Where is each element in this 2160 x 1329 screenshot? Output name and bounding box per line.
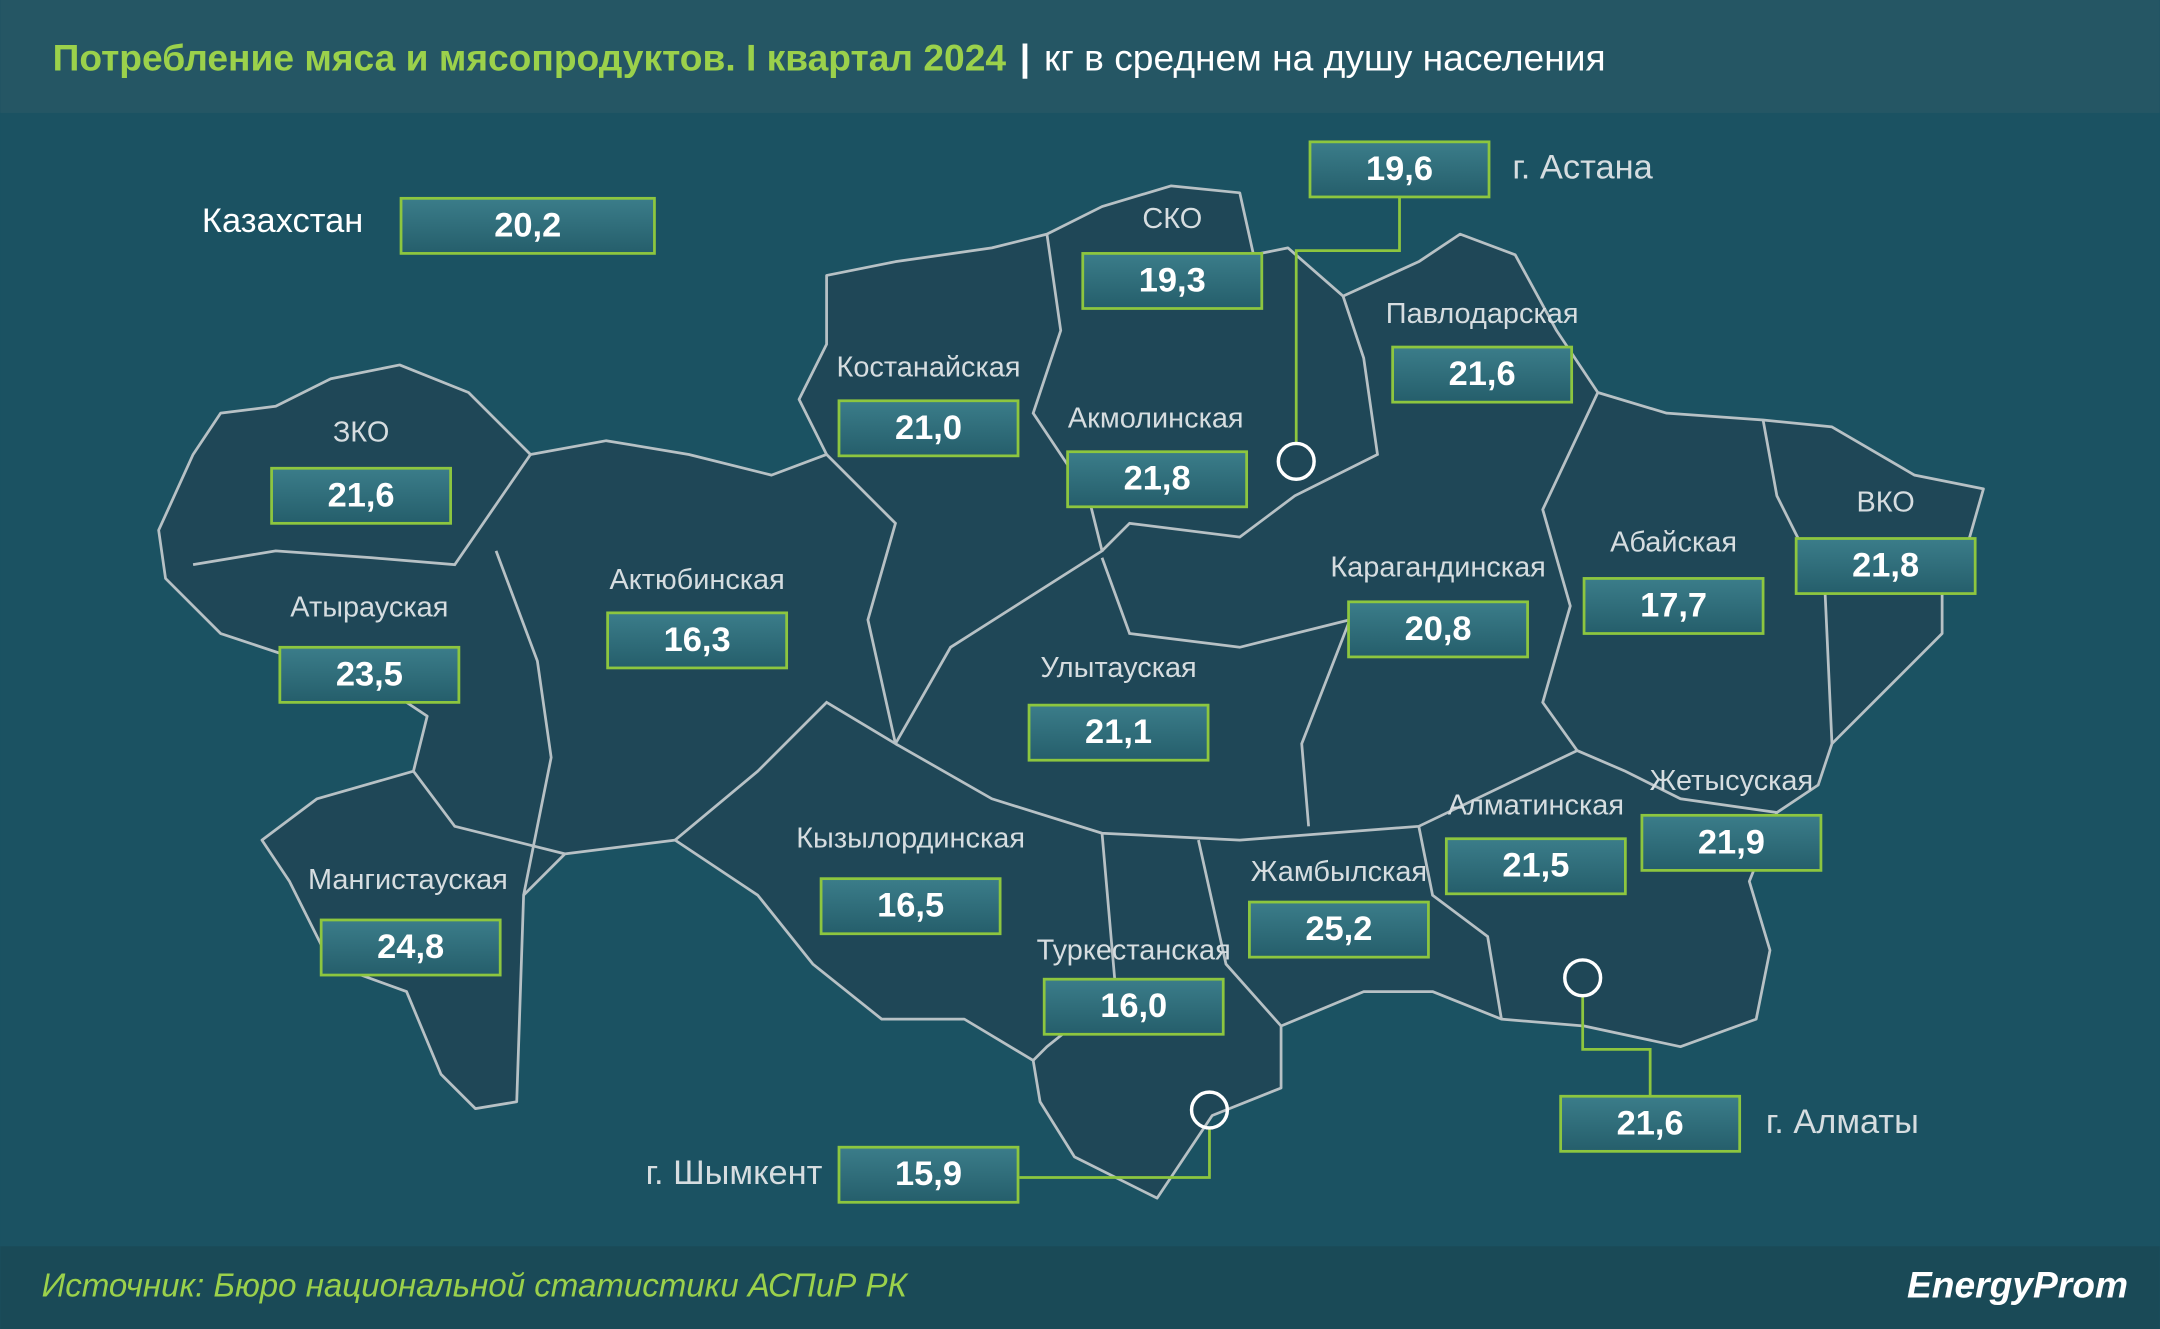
value-label: 15,9: [895, 1155, 962, 1193]
value-box: [1444, 837, 1627, 896]
region-name: Павлодарская: [1386, 298, 1579, 330]
border: [1197, 839, 1283, 1027]
value-label: 24,8: [377, 928, 444, 966]
region-name: Акмолинская: [1068, 403, 1244, 435]
value-box: [837, 1145, 1020, 1204]
city-name: г. Шымкент: [646, 1154, 823, 1192]
border: [1100, 557, 1353, 827]
value-label: 21,6: [328, 476, 395, 514]
value-box: [1582, 577, 1765, 635]
value-box: [319, 918, 502, 977]
city-name: г. Астана: [1512, 148, 1653, 186]
value-label: 21,6: [1617, 1104, 1684, 1142]
value-label: 21,1: [1085, 713, 1152, 751]
region-name: Кызылординская: [796, 823, 1025, 855]
value-box: [278, 645, 461, 704]
value-label: 16,3: [664, 621, 731, 659]
separator: |: [1020, 36, 1030, 79]
value-box: [399, 196, 656, 255]
country-name: Казахстан: [202, 202, 363, 240]
value-box: [1640, 813, 1823, 872]
value-box: [1066, 450, 1249, 509]
region-name: Жетысуская: [1650, 765, 1814, 797]
border: [494, 550, 553, 896]
region-name: Актюбинская: [609, 564, 784, 596]
region-name: Туркестанская: [1037, 934, 1231, 966]
value-box: [1391, 345, 1574, 404]
region-name: Алматинская: [1448, 790, 1624, 822]
region-name: ЗКО: [333, 416, 389, 448]
logo: EnergyProm: [1907, 1264, 2128, 1306]
value-label: 25,2: [1305, 910, 1372, 948]
subtitle: кг в среднем на душу населения: [1044, 36, 1606, 78]
value-label: 19,3: [1139, 261, 1206, 299]
region-name: Улытауская: [1040, 652, 1196, 684]
title: Потребление мяса и мясопродуктов. I квар…: [53, 36, 1007, 78]
value-label: 20,2: [494, 206, 561, 244]
connector: [1294, 196, 1401, 444]
city-marker: [1276, 441, 1316, 481]
value-box: [1081, 252, 1264, 310]
value-label: 16,5: [877, 887, 944, 925]
source: Источник: Бюро национальной статистики А…: [42, 1267, 910, 1304]
border: [1576, 749, 1778, 814]
value-label: 19,6: [1366, 150, 1433, 188]
value-label: 21,9: [1698, 823, 1765, 861]
connector: [1581, 997, 1652, 1097]
connector: [1019, 1129, 1211, 1179]
value-label: 21,5: [1502, 847, 1569, 885]
region-name: СКО: [1142, 203, 1202, 235]
title-line: Потребление мяса и мясопродуктов. I квар…: [53, 36, 1606, 79]
header-band: [0, 0, 2160, 113]
value-label: 21,8: [1852, 547, 1919, 585]
region-name: Мангистауская: [308, 864, 508, 896]
value-box: [606, 611, 789, 670]
region-name: Атырауская: [290, 591, 448, 623]
border: [1101, 295, 1379, 552]
region-name: Карагандинская: [1330, 551, 1545, 583]
region-name: Жамбылская: [1251, 856, 1427, 888]
border: [1417, 826, 1503, 1020]
value-box: [1042, 977, 1225, 1036]
region-name: ВКО: [1857, 487, 1915, 519]
value-label: 21,8: [1124, 460, 1191, 498]
border: [192, 453, 532, 567]
value-box: [819, 877, 1002, 936]
value-box: [837, 399, 1020, 458]
value-box: [1027, 703, 1210, 762]
value-label: 17,7: [1640, 586, 1707, 624]
border: [894, 391, 1600, 842]
value-label: 21,6: [1449, 355, 1516, 393]
footer-band: [0, 1246, 2160, 1329]
value-box: [270, 466, 452, 525]
value-label: 21,0: [895, 409, 962, 447]
value-label: 16,0: [1100, 987, 1167, 1025]
city-marker: [1189, 1090, 1230, 1130]
value-box: [1794, 537, 1977, 595]
value-box: [1347, 600, 1529, 659]
value-label: 23,5: [336, 655, 403, 693]
region-name: Костанайская: [837, 352, 1021, 384]
value-label: 20,8: [1405, 610, 1472, 648]
city-marker: [1563, 958, 1603, 998]
value-box: [1248, 900, 1430, 959]
border: [412, 770, 566, 856]
region-name: Абайская: [1610, 527, 1737, 559]
city-name: г. Алматы: [1766, 1103, 1919, 1141]
value-box: [1559, 1094, 1742, 1153]
value-box: [1308, 140, 1491, 199]
